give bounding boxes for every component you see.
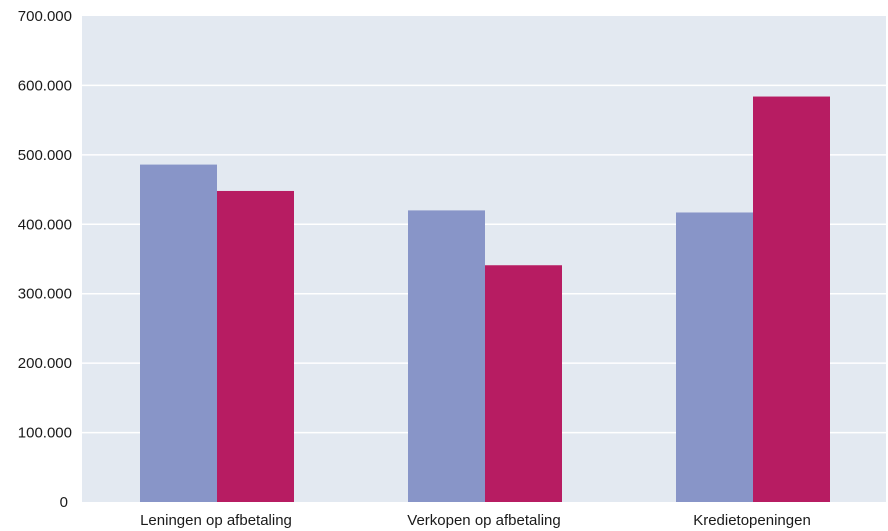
y-tick-label: 100.000 [18, 425, 72, 442]
y-tick-label: 500.000 [18, 147, 72, 164]
bar-series-2 [217, 190, 294, 502]
bar-series-2 [753, 96, 830, 502]
bar-series-1 [676, 212, 753, 503]
x-category-label: Verkopen op afbetaling [407, 512, 560, 529]
bar-series-2 [485, 265, 562, 502]
y-tick-label: 600.000 [18, 77, 72, 94]
y-axis: 0 100.000 200.000 300.000 400.000 500.000 600.… [18, 8, 72, 511]
y-tick-label: 200.000 [18, 355, 72, 372]
x-category-label: Kredietopeningen [693, 512, 811, 529]
y-tick-label: 400.000 [18, 216, 72, 233]
bar-series-1 [408, 210, 485, 502]
x-category-label: Leningen op afbetaling [140, 512, 292, 529]
bars [140, 96, 830, 503]
y-tick-label: 0 [60, 494, 68, 511]
bar-series-1 [140, 164, 217, 502]
y-tick-label: 300.000 [18, 286, 72, 303]
x-axis: Leningen op afbetaling Verkopen op afbeta… [140, 512, 811, 529]
y-tick-label: 700.000 [18, 8, 72, 25]
